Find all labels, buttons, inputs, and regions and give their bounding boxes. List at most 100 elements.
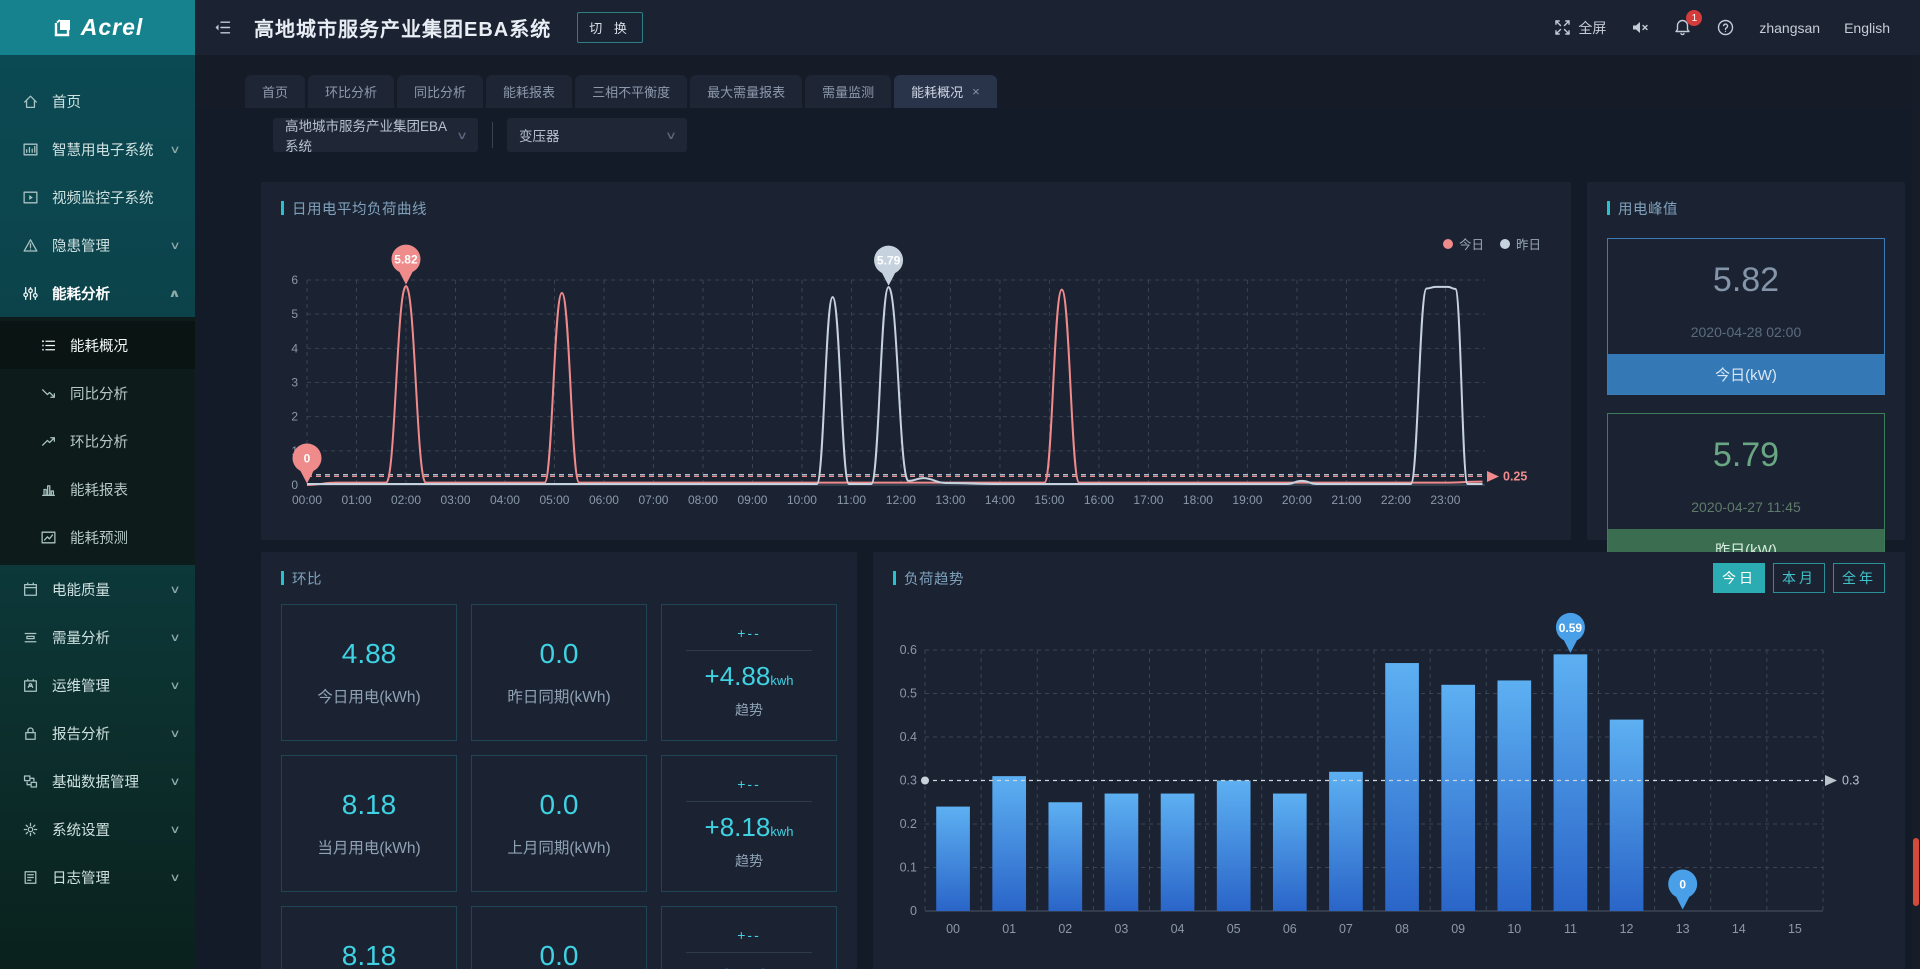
svg-text:13:00: 13:00 xyxy=(935,493,965,507)
video-monitor-icon xyxy=(22,189,39,206)
svg-text:03: 03 xyxy=(1114,922,1128,936)
legend-item-昨日[interactable]: 昨日 xyxy=(1499,234,1541,253)
tab-label: 环比分析 xyxy=(325,85,378,100)
sidebar-item-base-data-management[interactable]: 基础数据管理 ∨ xyxy=(0,757,195,805)
home-icon xyxy=(22,93,39,110)
ring-card-value: 0.0 xyxy=(539,789,579,820)
ring-card-label: 昨日同期(kWh) xyxy=(507,689,611,706)
chevron-down-icon: ∨ xyxy=(169,727,181,740)
chevron-down-icon: ∨ xyxy=(455,129,469,142)
menu-fold-icon[interactable] xyxy=(213,18,232,37)
tab-label: 三相不平衡度 xyxy=(592,85,671,100)
svg-text:02:00: 02:00 xyxy=(391,493,421,507)
fullscreen-icon xyxy=(1553,18,1572,37)
trend-label: 趋势 xyxy=(735,702,763,718)
sidebar-item-smart-power-system[interactable]: 智慧用电子系统 ∨ xyxy=(0,125,195,173)
energy-report-icon xyxy=(40,481,57,498)
legend-item-今日[interactable]: 今日 xyxy=(1442,234,1484,253)
svg-text:0.6: 0.6 xyxy=(900,643,917,657)
chevron-down-icon: ∨ xyxy=(169,631,181,644)
device-select[interactable]: 变压器 ∨ xyxy=(507,118,687,152)
sidebar-menu: 首页 智慧用电子系统 ∨ 视频监控子系统 隐患管理 ∨ 能耗分析 ∧ 能耗概况 同比分析 环比分析能… xyxy=(0,55,195,901)
svg-text:23:00: 23:00 xyxy=(1430,493,1460,507)
sidebar-item-demand-analysis[interactable]: 需量分析 ∨ xyxy=(0,613,195,661)
range-button-this-month[interactable]: 本月 xyxy=(1773,563,1825,593)
sidebar-item-label: 视频监控子系统 xyxy=(52,190,154,207)
legend-label: 昨日 xyxy=(1515,238,1541,252)
svg-text:11: 11 xyxy=(1564,922,1577,936)
main-area: 高地城市服务产业集团EBA系统 切 换 全屏 1 xyxy=(195,0,1920,969)
sidebar-item-report-analysis[interactable]: 报告分析 ∨ xyxy=(0,709,195,757)
notifications-button[interactable]: 1 xyxy=(1673,10,1703,37)
sidebar-item-yoy-analysis[interactable]: 同比分析 xyxy=(0,369,195,417)
fullscreen-button[interactable]: 全屏 xyxy=(1553,18,1606,38)
sidebar-item-home[interactable]: 首页 xyxy=(0,77,195,125)
username[interactable]: zhangsan xyxy=(1759,19,1821,36)
range-button-this-year[interactable]: 全年 xyxy=(1833,563,1885,593)
mute-icon[interactable] xyxy=(1630,18,1649,37)
trend-divider xyxy=(686,650,812,651)
help-icon[interactable] xyxy=(1716,18,1735,37)
trend-label: 趋势 xyxy=(735,853,763,869)
sidebar-item-video-monitor-system[interactable]: 视频监控子系统 xyxy=(0,173,195,221)
tab-energy-overview[interactable]: 能耗概况 × xyxy=(894,75,997,108)
ring-card-label: 当月用电(kWh) xyxy=(317,840,421,857)
svg-text:17:00: 17:00 xyxy=(1133,493,1163,507)
svg-text:00: 00 xyxy=(946,922,960,936)
overview-list-icon xyxy=(40,337,57,354)
tab-mom-analysis[interactable]: 环比分析 xyxy=(308,75,395,108)
page-title: 高地城市服务产业集团EBA系统 xyxy=(254,19,552,41)
svg-text:04: 04 xyxy=(1171,922,1185,936)
legend-label: 今日 xyxy=(1458,238,1484,252)
close-icon[interactable]: × xyxy=(972,84,980,99)
scrollbar[interactable] xyxy=(1912,55,1920,969)
sidebar-item-mom-analysis[interactable]: 环比分析 xyxy=(0,417,195,465)
chevron-down-icon: ∨ xyxy=(664,129,678,142)
svg-text:05:00: 05:00 xyxy=(539,493,569,507)
svg-text:12: 12 xyxy=(1620,922,1634,936)
tab-label: 首页 xyxy=(262,85,289,100)
peak-card-today: 5.82 2020-04-28 02:00 今日(kW) xyxy=(1607,238,1885,395)
title-marker xyxy=(1607,201,1610,215)
chevron-down-icon: ∨ xyxy=(169,823,181,836)
legend-dot-icon xyxy=(1442,238,1453,249)
tab-home[interactable]: 首页 xyxy=(245,75,306,108)
sidebar-item-label: 日志管理 xyxy=(52,870,110,887)
svg-text:11:00: 11:00 xyxy=(837,493,866,507)
ring-card-value: 8.18 xyxy=(341,940,397,969)
svg-text:06:00: 06:00 xyxy=(589,493,619,507)
sidebar-item-power-quality[interactable]: 电能质量 ∨ xyxy=(0,565,195,613)
tab-max-demand-report[interactable]: 最大需量报表 xyxy=(690,75,803,108)
peak-value: 5.82 xyxy=(1712,261,1780,299)
sidebar-item-energy-overview[interactable]: 能耗概况 xyxy=(0,321,195,369)
tab-yoy-analysis[interactable]: 同比分析 xyxy=(397,75,484,108)
sidebar-item-log-management[interactable]: 日志管理 ∨ xyxy=(0,853,195,901)
sidebar-item-energy-report[interactable]: 能耗报表 xyxy=(0,465,195,513)
switch-button[interactable]: 切 换 xyxy=(577,12,643,43)
tab-three-phase-unbalance[interactable]: 三相不平衡度 xyxy=(575,75,688,108)
system-select[interactable]: 高地城市服务产业集团EBA系统 ∨ xyxy=(273,118,478,154)
trend-value: +8.18kwh xyxy=(705,963,794,969)
submenu-energy-analysis: 能耗概况 同比分析 环比分析 能耗报表 能耗预测 xyxy=(0,317,195,565)
sidebar-item-system-settings[interactable]: 系统设置 ∨ xyxy=(0,805,195,853)
range-button-today[interactable]: 今日 xyxy=(1713,563,1765,593)
scrollbar-thumb[interactable] xyxy=(1913,838,1919,906)
svg-text:6: 6 xyxy=(291,273,298,287)
language-switch[interactable]: English xyxy=(1844,19,1890,36)
brand-logo-icon xyxy=(52,17,74,39)
sidebar-item-hazard-management[interactable]: 隐患管理 ∨ xyxy=(0,221,195,269)
fullscreen-label: 全屏 xyxy=(1578,19,1607,36)
sidebar-item-energy-analysis[interactable]: 能耗分析 ∧ xyxy=(0,269,195,317)
sidebar-item-ops-management[interactable]: 运维管理 ∨ xyxy=(0,661,195,709)
tab-label: 最大需量报表 xyxy=(707,85,786,100)
svg-text:20:00: 20:00 xyxy=(1282,493,1312,507)
panel-title: 用电峰值 xyxy=(1618,201,1678,218)
top-header: 高地城市服务产业集团EBA系统 切 换 全屏 1 xyxy=(195,0,1920,55)
svg-text:18:00: 18:00 xyxy=(1183,493,1213,507)
ring-card-label: 今日用电(kWh) xyxy=(317,689,421,706)
sidebar-item-energy-forecast[interactable]: 能耗预测 xyxy=(0,513,195,561)
tab-demand-monitor[interactable]: 需量监测 xyxy=(805,75,892,108)
tab-energy-report[interactable]: 能耗报表 xyxy=(486,75,573,108)
svg-text:10:00: 10:00 xyxy=(787,493,817,507)
